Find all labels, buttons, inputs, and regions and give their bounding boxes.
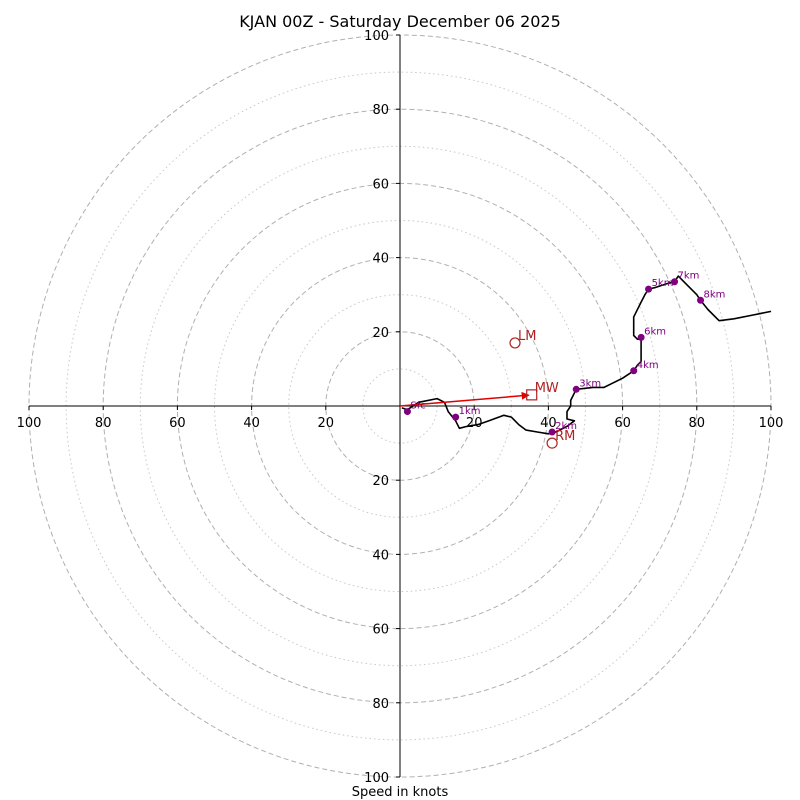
x-tick-label: 80	[95, 416, 112, 431]
x-tick-label: 80	[689, 416, 706, 431]
height-label-2km: 2km	[555, 421, 577, 432]
height-label-4km: 4km	[637, 360, 659, 371]
x-tick-label: 40	[540, 416, 557, 431]
x-tick-label: 60	[169, 416, 186, 431]
height-dot-7km	[671, 278, 679, 286]
tick-labels: 100 80 60 40 20 20 40 60 80 100 100 80 60 40 20 20 40 60 8…	[17, 29, 784, 786]
height-dot-6km	[637, 333, 645, 341]
x-tick-label: 40	[243, 416, 260, 431]
height-label-7km: 7km	[678, 271, 700, 282]
y-tick-label: 40	[372, 548, 389, 563]
mean-wind-arrow	[399, 391, 530, 407]
height-label-6km: 6km	[644, 326, 666, 337]
rm-marker	[546, 437, 558, 449]
height-label-8km: 8km	[704, 289, 726, 300]
y-tick-label: 100	[364, 29, 389, 44]
x-axis-label: Speed in knots	[352, 785, 449, 800]
y-tick-label: 80	[372, 697, 389, 712]
mw-marker	[526, 389, 538, 401]
chart-title: KJAN 00Z - Saturday December 06 2025	[239, 12, 561, 31]
storm-motion-layer: LM RM MW	[509, 329, 575, 449]
y-tick-label: 60	[372, 623, 389, 638]
y-tick-label: 80	[372, 103, 389, 118]
y-tick-label: 60	[372, 177, 389, 192]
height-dot-sfc	[403, 408, 411, 416]
x-tick-label: 60	[614, 416, 631, 431]
x-tick-label: 100	[17, 416, 42, 431]
height-dot-3km	[572, 385, 580, 393]
lm-marker	[509, 337, 521, 349]
height-label-5km: 5km	[652, 278, 674, 289]
y-tick-label: 20	[372, 474, 389, 489]
x-tick-label: 20	[318, 416, 335, 431]
y-tick-label: 40	[372, 252, 389, 267]
height-label-3km: 3km	[579, 378, 601, 389]
height-dot-8km	[697, 296, 705, 304]
height-marker-layer: Sfc 1km 2km 3km 4km 5km 6km 7km 8km	[403, 271, 726, 436]
height-dot-1km	[452, 413, 460, 421]
height-dot-4km	[630, 367, 638, 375]
height-dot-2km	[548, 428, 556, 436]
height-label-sfc: Sfc	[410, 401, 425, 412]
x-tick-label: 20	[466, 416, 483, 431]
lm-label: LM	[518, 329, 536, 344]
height-label-1km: 1km	[459, 406, 481, 417]
y-tick-label: 100	[364, 771, 389, 786]
x-tick-label: 100	[759, 416, 784, 431]
shear-arrow-layer	[399, 391, 530, 407]
y-tick-label: 20	[372, 326, 389, 341]
mw-label: MW	[535, 381, 559, 396]
height-dot-5km	[645, 285, 653, 293]
rm-label: RM	[555, 429, 575, 444]
